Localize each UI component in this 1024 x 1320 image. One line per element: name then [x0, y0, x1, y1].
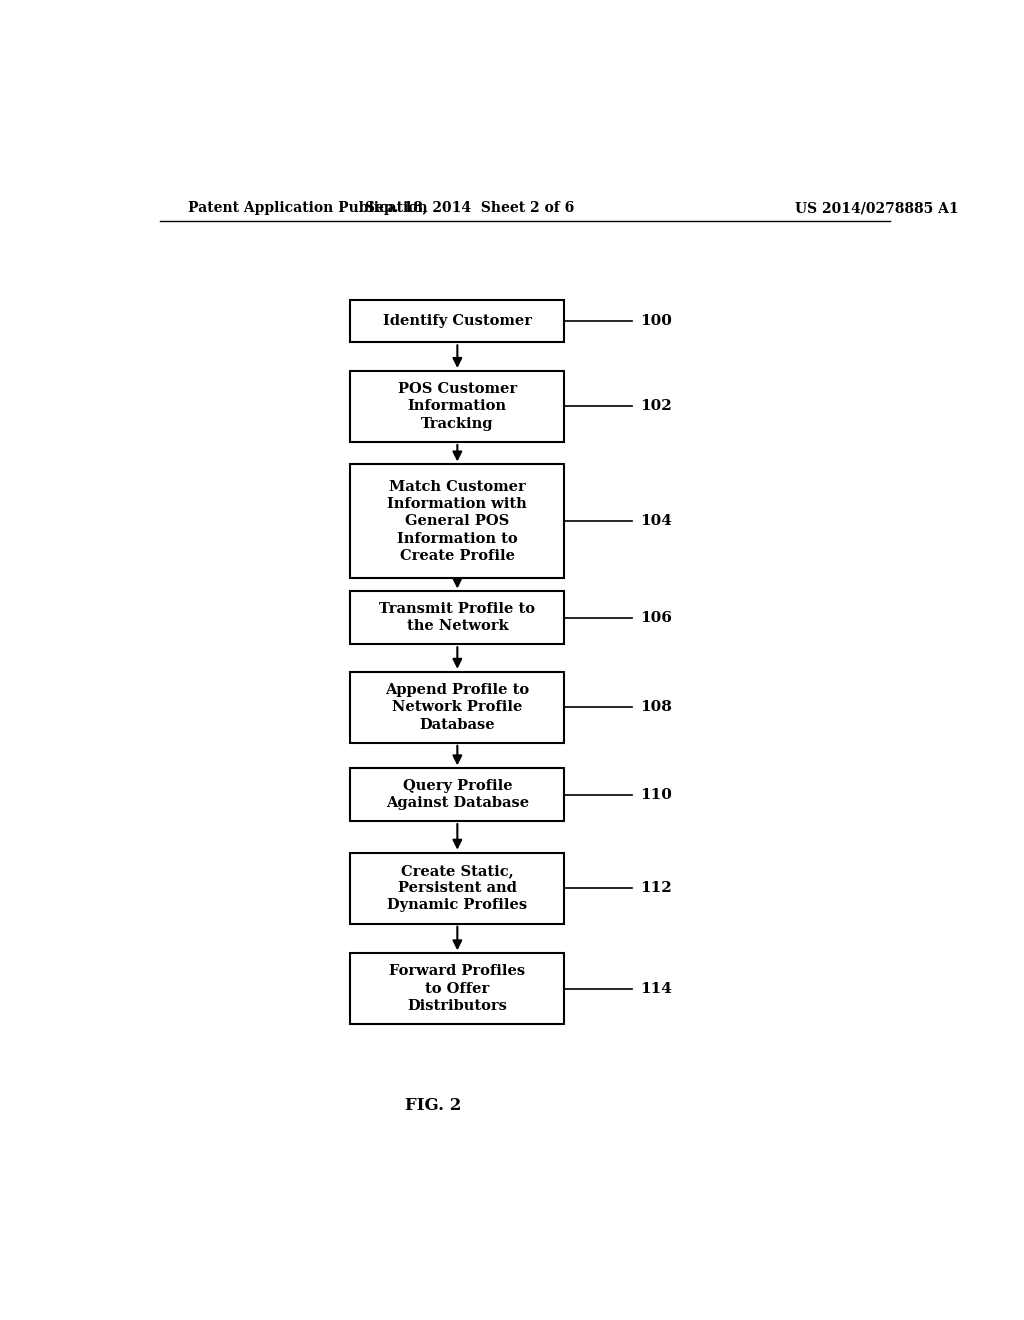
- Bar: [350, 465, 564, 578]
- Text: Query Profile
Against Database: Query Profile Against Database: [386, 779, 529, 810]
- Bar: [350, 371, 564, 442]
- Text: 112: 112: [640, 882, 672, 895]
- Text: 110: 110: [640, 788, 672, 801]
- Text: FIG. 2: FIG. 2: [406, 1097, 462, 1114]
- Bar: [350, 853, 564, 924]
- Text: Match Customer
Information with
General POS
Information to
Create Profile: Match Customer Information with General …: [387, 479, 527, 562]
- Text: Forward Profiles
to Offer
Distributors: Forward Profiles to Offer Distributors: [389, 965, 525, 1012]
- Text: 100: 100: [640, 314, 672, 329]
- Text: Identify Customer: Identify Customer: [383, 314, 531, 329]
- Bar: [350, 768, 564, 821]
- Text: POS Customer
Information
Tracking: POS Customer Information Tracking: [397, 381, 517, 430]
- Bar: [350, 672, 564, 743]
- Text: Transmit Profile to
the Network: Transmit Profile to the Network: [379, 602, 536, 634]
- Text: Create Static,
Persistent and
Dynamic Profiles: Create Static, Persistent and Dynamic Pr…: [387, 863, 527, 912]
- Text: 104: 104: [640, 515, 672, 528]
- Text: 106: 106: [640, 611, 672, 624]
- Text: US 2014/0278885 A1: US 2014/0278885 A1: [795, 201, 958, 215]
- Text: Patent Application Publication: Patent Application Publication: [187, 201, 427, 215]
- Text: 102: 102: [640, 400, 672, 413]
- Bar: [350, 591, 564, 644]
- Bar: [350, 953, 564, 1024]
- Text: 108: 108: [640, 700, 672, 714]
- Bar: [350, 300, 564, 342]
- Text: Append Profile to
Network Profile
Database: Append Profile to Network Profile Databa…: [385, 682, 529, 731]
- Text: Sep. 18, 2014  Sheet 2 of 6: Sep. 18, 2014 Sheet 2 of 6: [365, 201, 573, 215]
- Text: 114: 114: [640, 982, 672, 995]
